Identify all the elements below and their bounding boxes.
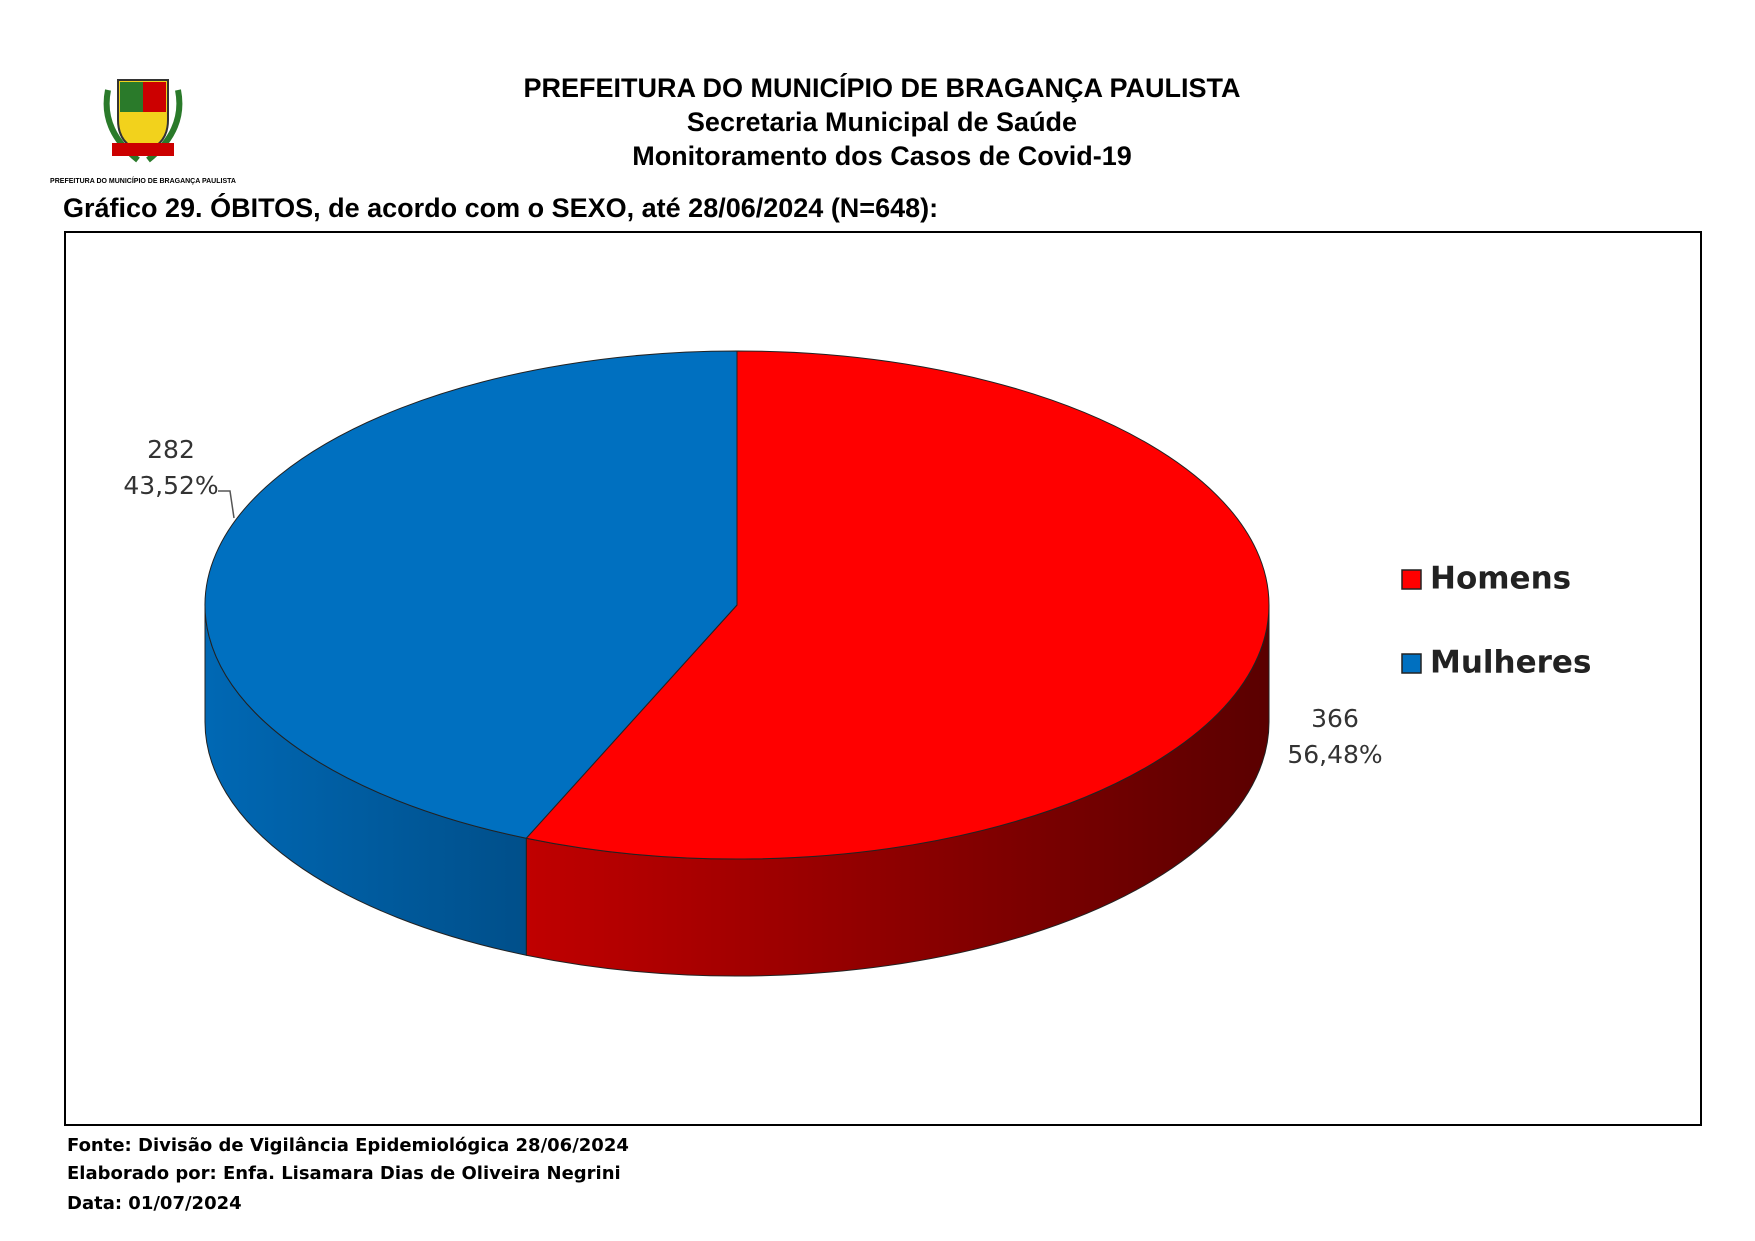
data-label: 366: [1311, 704, 1359, 733]
logo: PREFEITURA DO MUNICÍPIO DE BRAGANÇA PAUL…: [50, 79, 236, 185]
header-subtitle: Monitoramento dos Casos de Covid-19: [632, 141, 1132, 171]
data-label-percent: 43,52%: [123, 471, 218, 500]
legend-swatch: [1401, 653, 1422, 674]
logo-caption: PREFEITURA DO MUNICÍPIO DE BRAGANÇA PAUL…: [50, 176, 236, 185]
footer-line: Data: 01/07/2024: [67, 1193, 242, 1214]
data-label-percent: 56,48%: [1287, 740, 1382, 769]
footer-line: Fonte: Divisão de Vigilância Epidemiológ…: [67, 1135, 629, 1156]
data-label: 282: [147, 435, 195, 464]
legend-label: Homens: [1430, 561, 1571, 597]
legend-swatch: [1401, 569, 1422, 590]
chart-title: Gráfico 29. ÓBITOS, de acordo com o SEXO…: [63, 192, 938, 223]
header-subtitle: Secretaria Municipal de Saúde: [687, 107, 1077, 137]
legend-label: Mulheres: [1430, 645, 1591, 681]
leader-line: [218, 490, 235, 519]
footer-line: Elaborado por: Enfa. Lisamara Dias de Ol…: [67, 1163, 621, 1184]
slice: [204, 350, 738, 839]
slice: [525, 350, 1270, 860]
header-title: PREFEITURA DO MUNICÍPIO DE BRAGANÇA PAUL…: [523, 72, 1240, 103]
chart-frame: [64, 231, 1702, 1126]
